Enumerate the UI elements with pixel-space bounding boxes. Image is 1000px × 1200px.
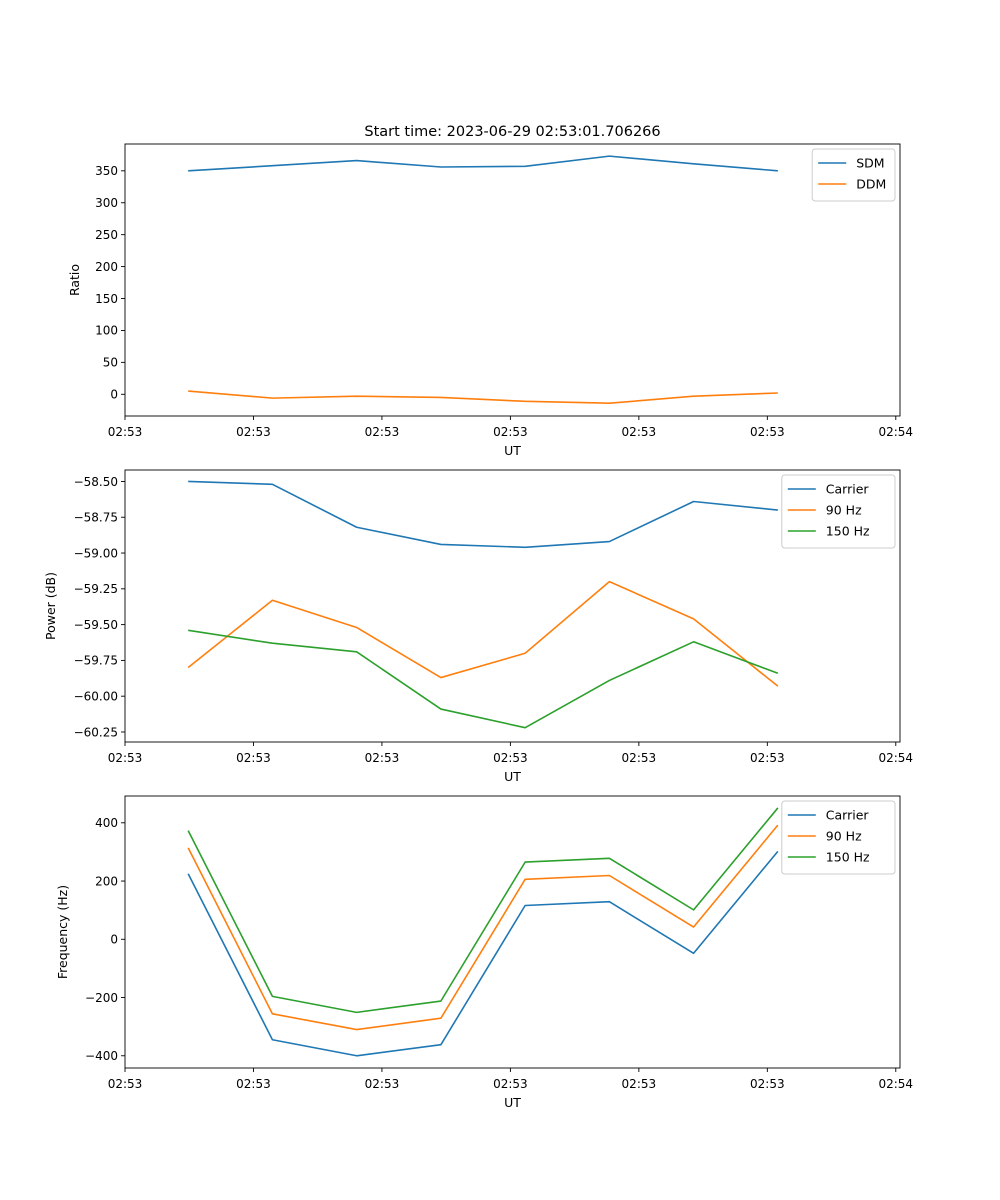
x-tick-label: 02:53 (493, 751, 528, 765)
y-tick-label: 50 (103, 356, 118, 370)
y-tick-label: 0 (110, 933, 118, 947)
y-tick-label: −59.25 (74, 582, 118, 596)
y-axis-label: Ratio (67, 264, 82, 296)
series-line-150-hz (188, 629, 779, 729)
x-tick-label: 02:53 (493, 425, 528, 439)
x-tick-label: 02:53 (750, 751, 785, 765)
y-tick-label: −58.75 (74, 511, 118, 525)
x-axis-label: UT (504, 443, 521, 458)
series-line-sdm (188, 155, 778, 172)
y-tick-label: −60.00 (74, 689, 118, 703)
axes-frame (124, 795, 901, 1069)
y-tick-label: 250 (95, 228, 118, 242)
y-tick-label: 200 (95, 874, 118, 888)
legend-box (781, 800, 896, 875)
y-tick-label: 300 (95, 196, 118, 210)
x-tick-label: 02:54 (878, 425, 913, 439)
series-line-carrier (187, 850, 779, 1057)
x-tick-label: 02:53 (365, 1077, 400, 1091)
series-line-ddm (188, 390, 778, 405)
x-tick-label: 02:53 (236, 425, 271, 439)
x-tick-label: 02:53 (750, 1077, 785, 1091)
chart-title: Start time: 2023-06-29 02:53:01.706266 (364, 124, 660, 140)
y-tick-label: −200 (85, 991, 118, 1005)
y-tick-label: 200 (95, 260, 118, 274)
series-line-90-hz (187, 580, 779, 687)
axes-frame (124, 469, 901, 743)
legend-label: Carrier (826, 482, 870, 497)
y-tick-label: 400 (95, 816, 118, 830)
x-axis-label: UT (504, 769, 521, 784)
y-axis-label: Frequency (Hz) (55, 885, 70, 979)
y-tick-label: −59.50 (74, 618, 118, 632)
subplot-1: Start time: 2023-06-29 02:53:01.70626602… (67, 124, 913, 458)
legend-label: 90 Hz (826, 829, 862, 844)
x-tick-label: 02:53 (108, 425, 143, 439)
legend-label: 150 Hz (826, 524, 870, 539)
x-tick-label: 02:53 (108, 1077, 143, 1091)
x-tick-label: 02:54 (878, 751, 913, 765)
x-tick-label: 02:53 (365, 425, 400, 439)
x-tick-label: 02:53 (493, 1077, 528, 1091)
legend: SDM DDM (811, 148, 896, 202)
y-tick-label: 150 (95, 292, 118, 306)
series-line-carrier (188, 480, 778, 549)
legend-box (811, 148, 896, 202)
y-tick-label: −58.50 (74, 475, 118, 489)
legend: Carrier 90 Hz 150 Hz (781, 800, 896, 875)
x-tick-label: 02:54 (878, 1077, 913, 1091)
axes-frame (124, 143, 901, 417)
x-tick-label: 02:53 (622, 425, 657, 439)
x-tick-label: 02:53 (622, 751, 657, 765)
x-tick-label: 02:53 (365, 751, 400, 765)
legend-label: 90 Hz (826, 503, 862, 518)
legend-label: Carrier (826, 808, 870, 823)
legend-label: SDM (856, 156, 884, 171)
series-line-150-hz (187, 807, 779, 1014)
y-tick-label: −60.25 (74, 725, 118, 739)
y-tick-label: −59.75 (74, 654, 118, 668)
y-tick-label: −400 (85, 1049, 118, 1063)
legend-label: DDM (856, 177, 886, 192)
x-tick-label: 02:53 (750, 425, 785, 439)
subplot-2: 02:53 02:53 02:53 02:53 02:53 02:53 02:54 −60.2… (43, 469, 913, 784)
x-tick-label: 02:53 (236, 1077, 271, 1091)
x-axis-label: UT (504, 1095, 521, 1110)
y-tick-label: 350 (95, 164, 118, 178)
legend-label: 150 Hz (826, 850, 870, 865)
x-tick-label: 02:53 (108, 751, 143, 765)
x-tick-label: 02:53 (622, 1077, 657, 1091)
subplot-3: 02:53 02:53 02:53 02:53 02:53 02:53 02:54 −400 −… (55, 795, 913, 1110)
legend-box (781, 474, 896, 549)
y-tick-label: 0 (110, 388, 118, 402)
legend: Carrier 90 Hz 150 Hz (781, 474, 896, 549)
series-line-90-hz (187, 824, 779, 1031)
y-tick-label: 100 (95, 324, 118, 338)
x-tick-label: 02:53 (236, 751, 271, 765)
y-tick-label: −59.00 (74, 546, 118, 560)
y-axis-label: Power (dB) (43, 572, 58, 640)
